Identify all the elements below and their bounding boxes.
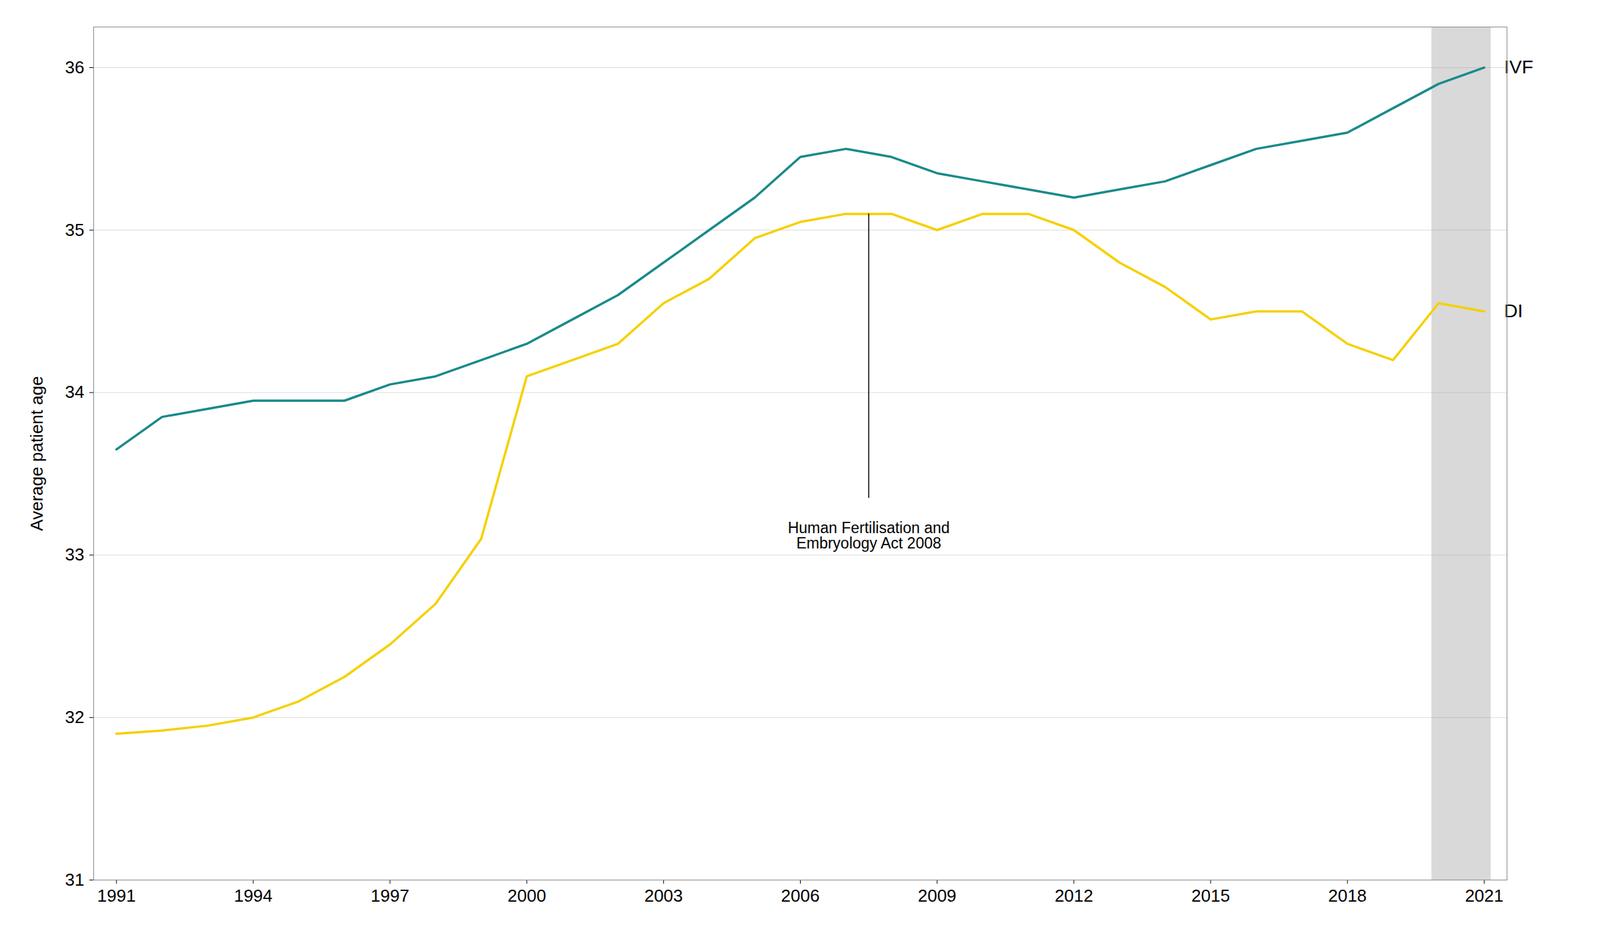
svg-text:2018: 2018: [1328, 886, 1367, 906]
svg-text:1991: 1991: [97, 886, 136, 906]
svg-text:Average patient age: Average patient age: [26, 376, 47, 531]
svg-text:2021: 2021: [1464, 886, 1504, 906]
svg-text:2015: 2015: [1191, 886, 1230, 906]
svg-text:2012: 2012: [1054, 886, 1094, 906]
svg-text:2003: 2003: [644, 886, 683, 906]
svg-text:Human Fertilisation andEmbryol: Human Fertilisation andEmbryology Act 20…: [788, 519, 950, 552]
svg-text:2006: 2006: [781, 886, 820, 906]
svg-text:2009: 2009: [918, 886, 957, 906]
svg-text:31: 31: [65, 870, 85, 890]
svg-text:32: 32: [65, 707, 85, 728]
svg-text:33: 33: [65, 544, 85, 565]
svg-text:36: 36: [65, 57, 85, 78]
svg-text:IVF: IVF: [1504, 56, 1534, 78]
svg-text:DI: DI: [1504, 300, 1523, 322]
svg-text:35: 35: [65, 220, 85, 240]
svg-text:1997: 1997: [370, 886, 410, 906]
svg-text:1994: 1994: [234, 886, 273, 906]
svg-text:2000: 2000: [507, 886, 546, 906]
svg-text:34: 34: [65, 382, 85, 402]
